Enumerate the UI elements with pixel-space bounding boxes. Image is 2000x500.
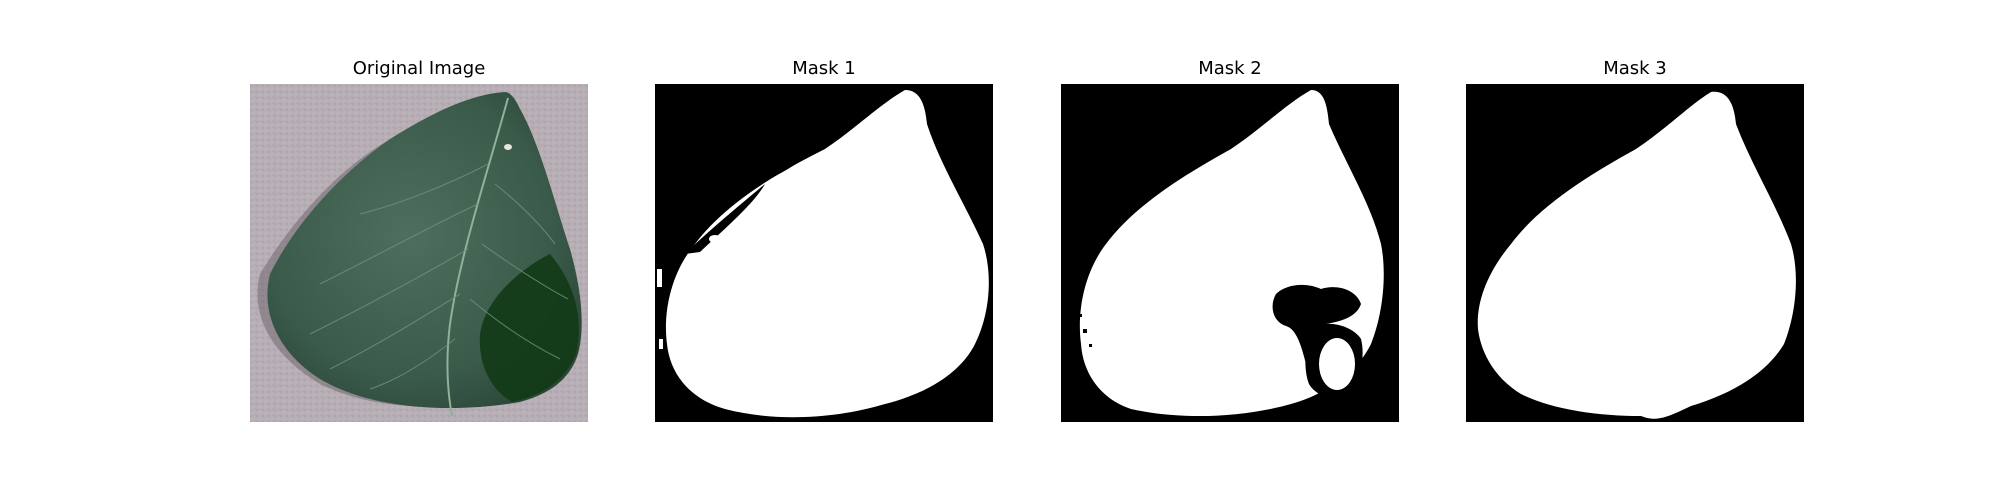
panel-original-image: Original Image [250, 0, 588, 500]
mask-1-fragments [657, 235, 721, 349]
panel-mask-3: Mask 3 [1466, 0, 1804, 500]
leaf-spot [504, 144, 512, 150]
panel-title-mask-2: Mask 2 [1198, 58, 1262, 79]
mask-1-holes [685, 94, 876, 254]
mask-3-holes [1576, 92, 1696, 162]
panel-title-mask-3: Mask 3 [1603, 58, 1667, 79]
panel-mask-2: Mask 2 [1061, 0, 1399, 500]
mask-1-leaf-region [665, 90, 989, 418]
mask-1-image [655, 84, 993, 422]
mask-2-image [1061, 84, 1399, 422]
panel-title-mask-1: Mask 1 [792, 58, 856, 79]
original-leaf-photo [250, 84, 588, 422]
mask-3-leaf-region [1477, 91, 1796, 419]
mask-2-edge-noise [1079, 314, 1092, 347]
leaf-veins [309, 163, 569, 390]
panel-title-original-image: Original Image [352, 58, 486, 79]
panel-mask-1: Mask 1 [655, 0, 993, 500]
mask-2-inner-island [1319, 338, 1355, 390]
mask-3-image [1466, 84, 1804, 422]
